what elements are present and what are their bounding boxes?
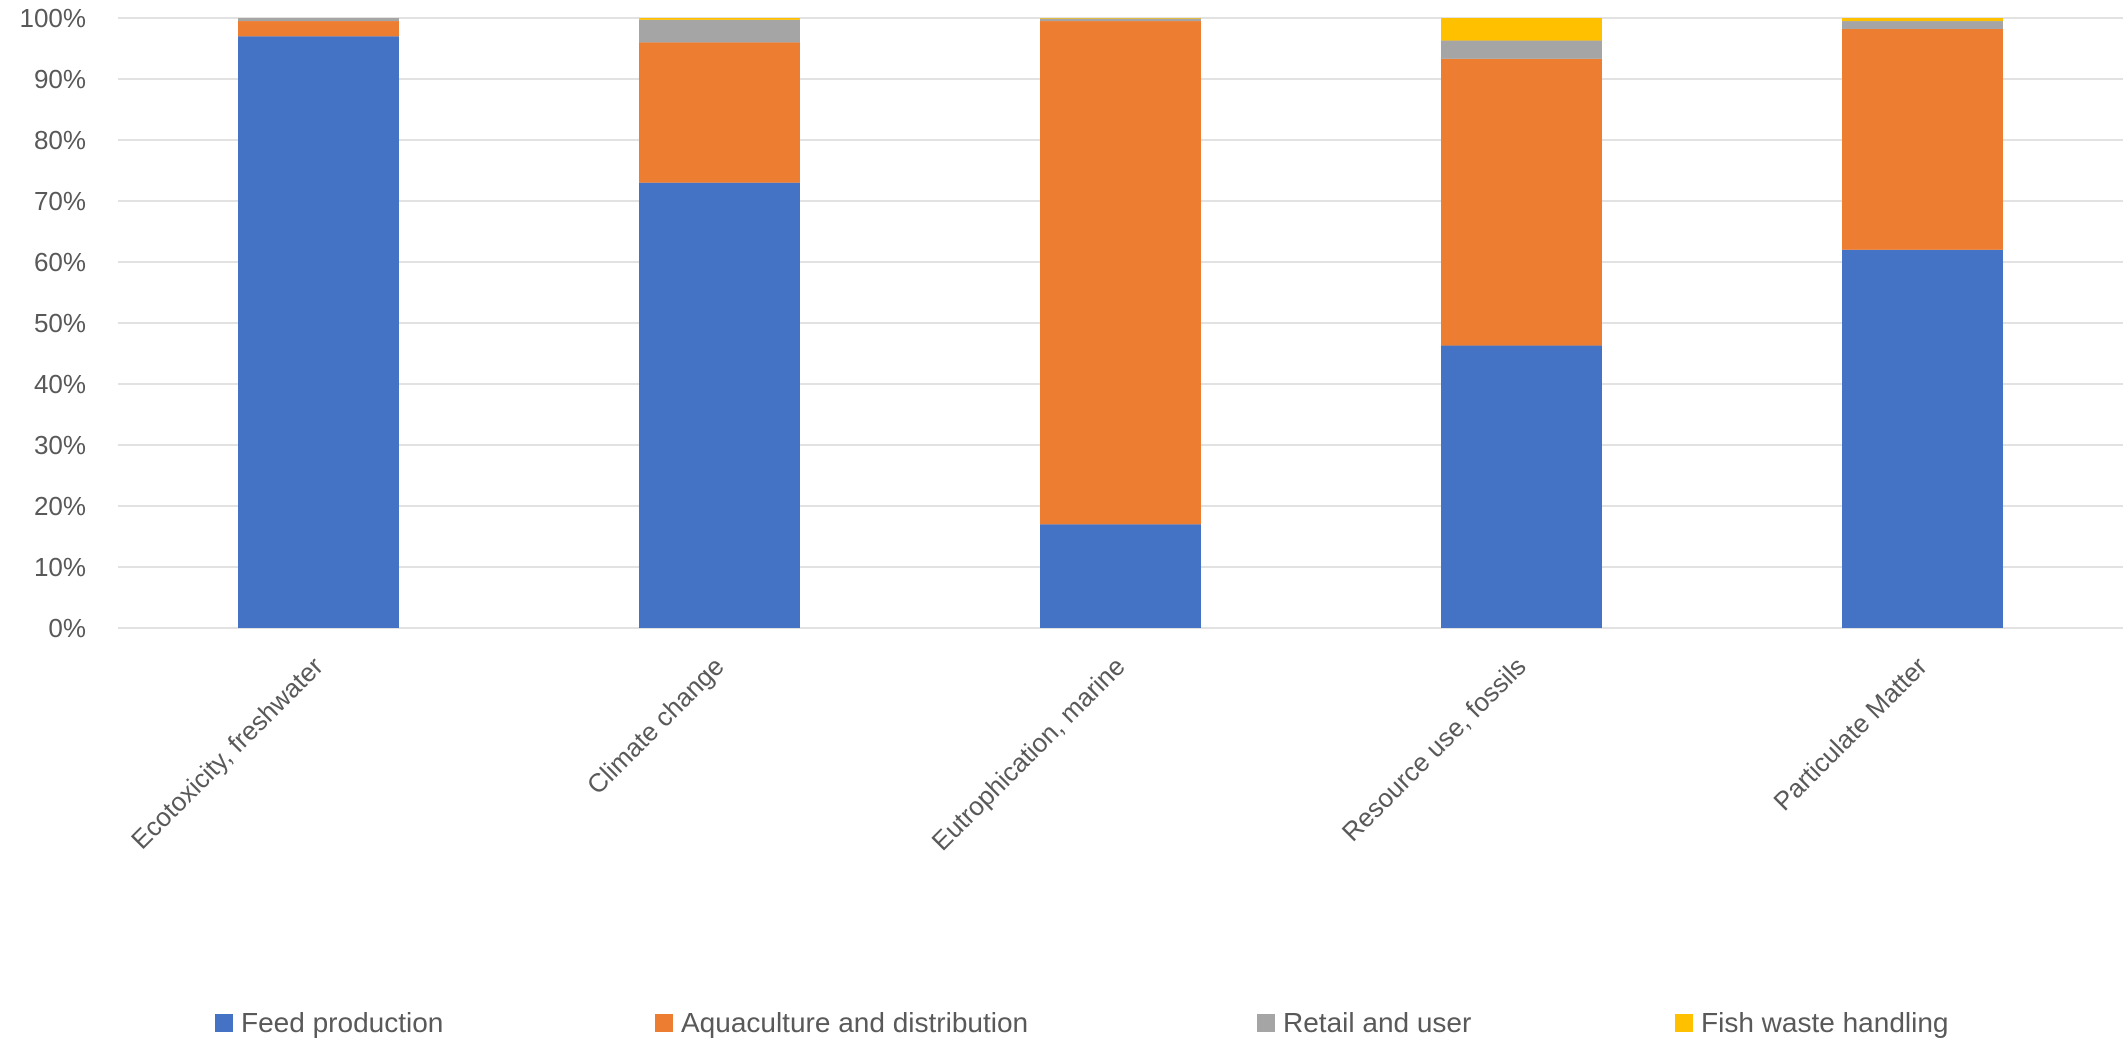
- legend-swatch: [215, 1014, 233, 1032]
- legend-label: Retail and user: [1283, 1007, 1471, 1038]
- bar-segment: [639, 42, 800, 183]
- bar-segment: [1441, 40, 1602, 59]
- y-tick-label: 90%: [34, 64, 86, 94]
- bar-segment: [238, 36, 399, 629]
- legend-label: Aquaculture and distribution: [681, 1007, 1028, 1038]
- x-category-label: Particulate Matter: [1767, 651, 1933, 817]
- legend-label: Feed production: [241, 1007, 443, 1038]
- y-tick-label: 30%: [34, 430, 86, 460]
- bar-segment: [639, 18, 800, 20]
- bar-segment: [1040, 18, 1201, 19]
- y-tick-label: 70%: [34, 186, 86, 216]
- x-category-label: Resource use, fossils: [1336, 651, 1532, 847]
- y-tick-label: 20%: [34, 491, 86, 521]
- bar-segment: [1441, 18, 1602, 41]
- bar-segment: [1842, 249, 2003, 629]
- bar-segment: [1040, 21, 1201, 525]
- legend: Feed production Aquaculture and distribut…: [215, 1007, 1948, 1038]
- bar-segment: [1441, 58, 1602, 346]
- y-tick-label: 40%: [34, 369, 86, 399]
- bars: [238, 18, 2003, 629]
- bar-segment: [1040, 18, 1201, 22]
- x-category-label: Climate change: [581, 651, 730, 800]
- legend-swatch: [655, 1014, 673, 1032]
- bar-segment: [1842, 18, 2003, 22]
- bar-segment: [238, 18, 399, 22]
- bar-segment: [1842, 28, 2003, 250]
- bar-segment: [238, 21, 399, 37]
- legend-label: Fish waste handling: [1701, 1007, 1948, 1038]
- y-tick-label: 100%: [20, 3, 87, 33]
- y-tick-label: 80%: [34, 125, 86, 155]
- y-axis-ticks: 0% 10% 20% 30% 40% 50% 60% 70% 80% 90% 100%: [20, 3, 87, 643]
- y-tick-label: 60%: [34, 247, 86, 277]
- y-tick-label: 50%: [34, 308, 86, 338]
- legend-swatch: [1257, 1014, 1275, 1032]
- x-axis-labels: Ecotoxicity, freshwater Climate change Eut…: [125, 651, 1933, 856]
- bar-segment: [1842, 21, 2003, 29]
- bar-segment: [639, 19, 800, 43]
- y-tick-label: 10%: [34, 552, 86, 582]
- x-category-label: Eutrophication, marine: [926, 651, 1131, 856]
- x-category-label: Ecotoxicity, freshwater: [125, 651, 329, 855]
- bar-segment: [1040, 524, 1201, 628]
- legend-swatch: [1675, 1014, 1693, 1032]
- bar-segment: [1441, 345, 1602, 628]
- y-tick-label: 0%: [48, 613, 86, 643]
- bar-segment: [639, 182, 800, 628]
